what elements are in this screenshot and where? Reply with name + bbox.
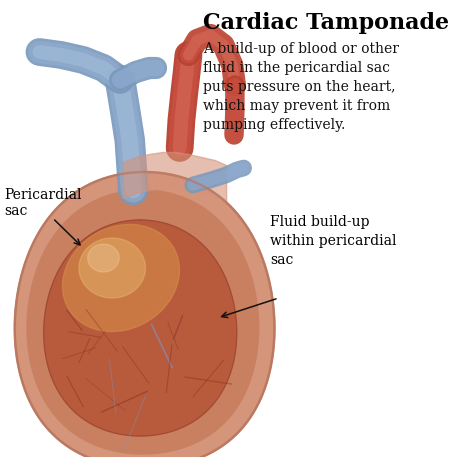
Polygon shape xyxy=(79,238,146,298)
Text: Cardiac Tamponade: Cardiac Tamponade xyxy=(203,12,449,34)
Text: Pericardial
sac: Pericardial sac xyxy=(4,188,82,218)
Polygon shape xyxy=(44,220,237,436)
Text: Fluid build-up
within pericardial
sac: Fluid build-up within pericardial sac xyxy=(270,215,396,267)
Polygon shape xyxy=(88,244,119,272)
Polygon shape xyxy=(63,224,180,332)
Text: A build-up of blood or other
fluid in the pericardial sac
puts pressure on the h: A build-up of blood or other fluid in th… xyxy=(203,42,399,132)
Polygon shape xyxy=(15,172,274,457)
Polygon shape xyxy=(27,190,259,454)
